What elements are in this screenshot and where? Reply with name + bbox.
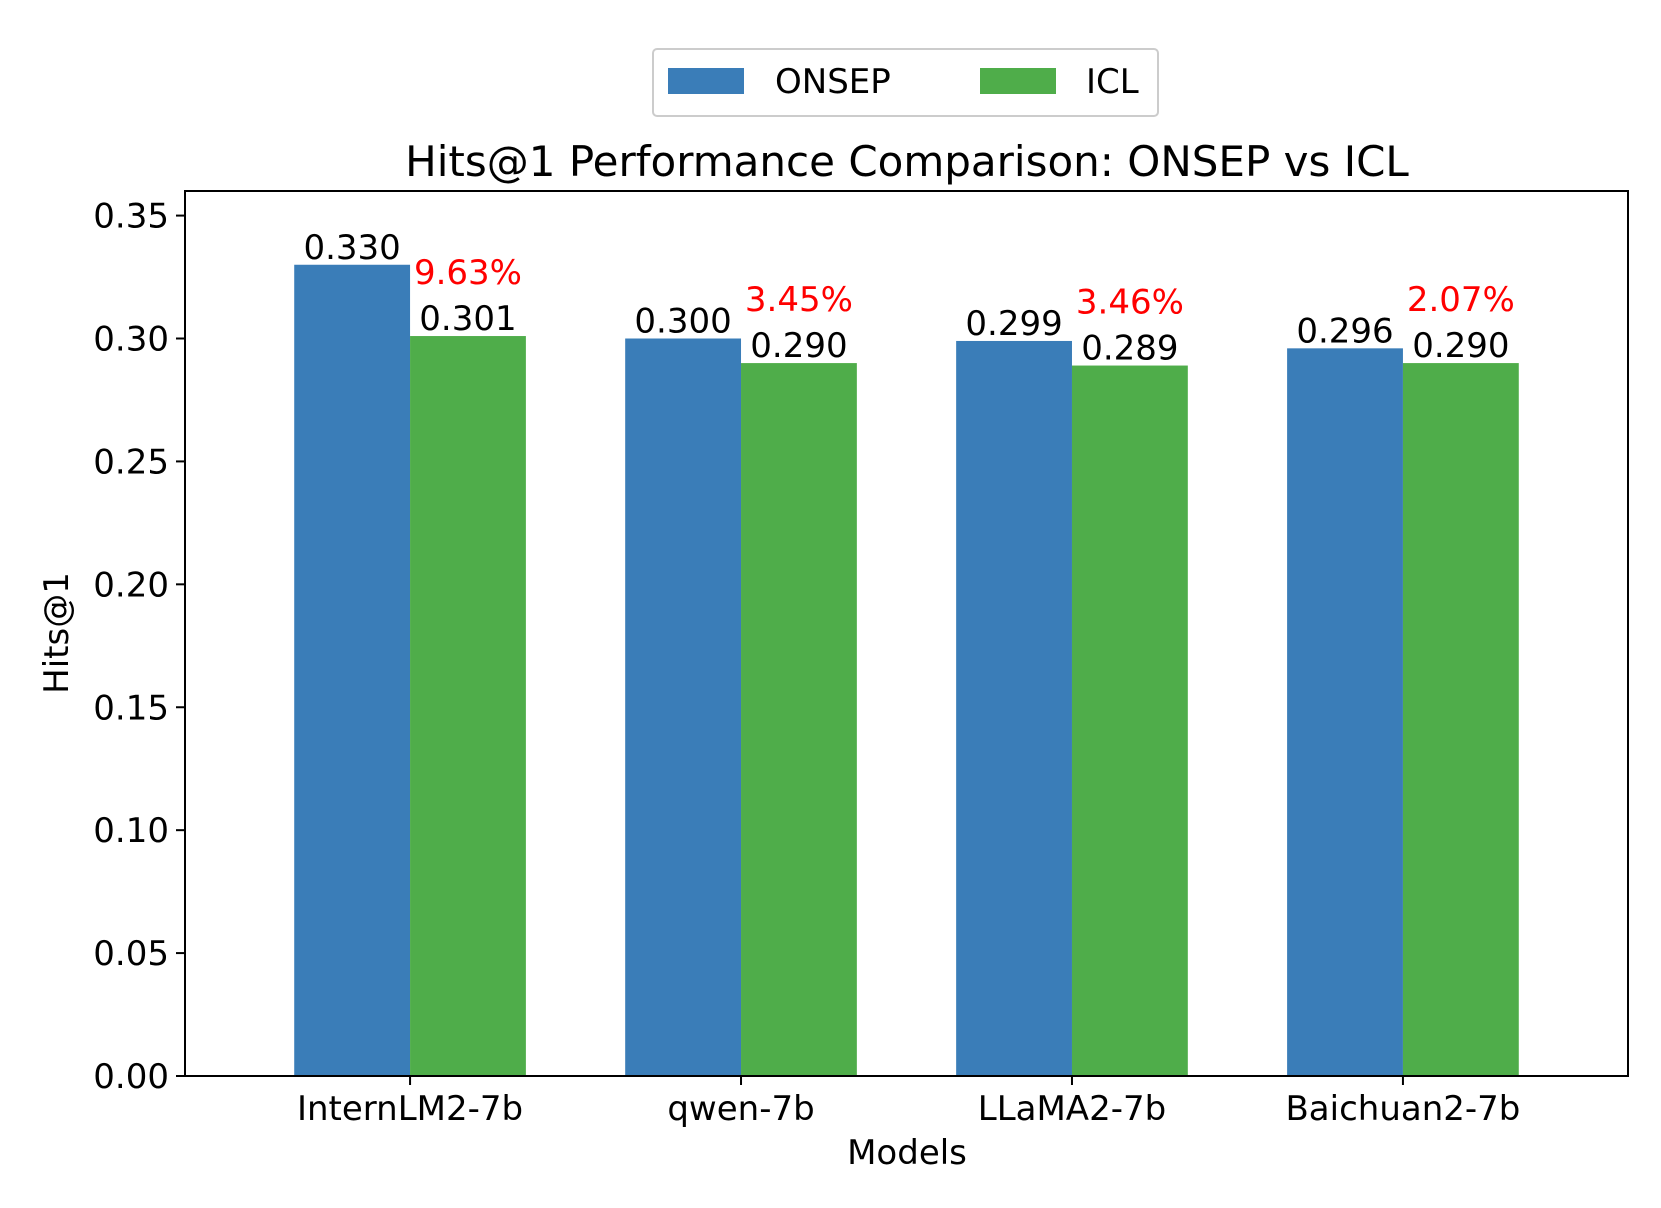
bars [294, 264, 1519, 1077]
y-tick-label: 0.10 [93, 811, 169, 851]
y-tick-label: 0.35 [93, 197, 169, 237]
bar-value-label: 0.290 [1412, 326, 1509, 366]
bar-value-label: 0.296 [1296, 311, 1393, 351]
x-tick-label: Baichuan2-7b [1285, 1089, 1520, 1129]
bar-onsep [625, 338, 742, 1076]
bar-value-labels: 0.330 0.301 9.63% 0.300 0.290 3.45% 0.299 0.289… [303, 228, 1514, 369]
improvement-label: 3.46% [1076, 283, 1184, 323]
bar-onsep [1287, 348, 1403, 1076]
bar-value-label: 0.301 [419, 299, 516, 339]
bar-icl [410, 336, 526, 1077]
legend-swatch-onsep [668, 68, 744, 94]
bar-icl [1402, 363, 1519, 1076]
y-axis-ticks: 0.00 0.05 0.10 0.15 0.20 0.25 0.30 0.35 [93, 197, 185, 1097]
bar-value-label: 0.290 [750, 326, 847, 366]
y-tick-label: 0.15 [93, 688, 169, 728]
legend-label-onsep: ONSEP [775, 62, 891, 102]
legend-box [652, 48, 1159, 117]
y-tick-label: 0.05 [93, 934, 169, 974]
bar-value-label: 0.299 [965, 304, 1062, 344]
bar-icl [741, 363, 857, 1076]
y-tick-label: 0.00 [93, 1057, 169, 1097]
improvement-label: 9.63% [414, 253, 522, 293]
bar-onsep [294, 264, 411, 1076]
x-tick-label: qwen-7b [667, 1089, 814, 1129]
bar-value-label: 0.300 [634, 302, 731, 342]
legend: ONSEP ICL [652, 48, 1159, 117]
x-tick-label: InternLM2-7b [297, 1089, 523, 1129]
bar-onsep [956, 340, 1072, 1076]
plot-frame [184, 190, 1629, 1077]
x-tick-label: LLaMA2-7b [978, 1089, 1166, 1129]
x-axis-ticks: InternLM2-7b qwen-7b LLaMA2-7b Baichuan2-7b [297, 1076, 1520, 1129]
bar-value-label: 0.330 [303, 228, 400, 268]
improvement-label: 3.45% [745, 280, 853, 320]
legend-swatch-icl [980, 68, 1056, 94]
x-axis-label: Models [847, 1133, 967, 1173]
chart-title: Hits@1 Performance Comparison: ONSEP vs … [405, 137, 1409, 186]
y-axis-label: Hits@1 [37, 572, 77, 694]
bar-icl [1071, 365, 1188, 1077]
legend-label-icl: ICL [1086, 62, 1139, 102]
y-tick-label: 0.25 [93, 442, 169, 482]
improvement-label: 2.07% [1407, 280, 1515, 320]
y-tick-label: 0.30 [93, 320, 169, 360]
y-tick-label: 0.20 [93, 565, 169, 605]
bar-value-label: 0.289 [1081, 329, 1178, 369]
